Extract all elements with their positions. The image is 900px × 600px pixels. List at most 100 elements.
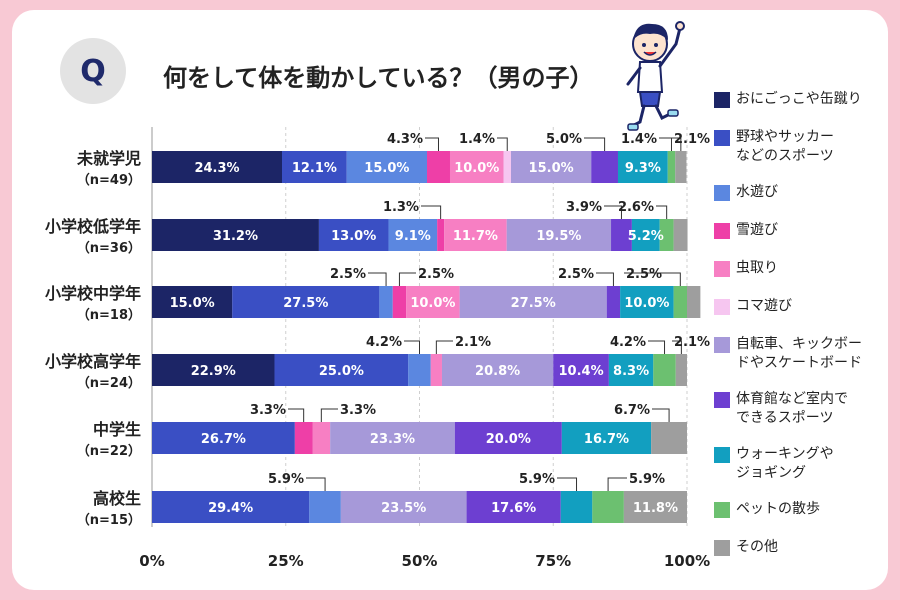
bar-segment xyxy=(651,422,687,454)
data-label: 29.4% xyxy=(208,501,253,516)
data-label: 19.5% xyxy=(536,229,581,244)
data-label: 10.0% xyxy=(454,161,499,176)
bar-segment xyxy=(659,219,674,251)
data-label: 6.7% xyxy=(614,403,650,418)
bar-segment xyxy=(591,151,618,183)
leader-line xyxy=(672,137,682,151)
bar-segment xyxy=(631,219,660,251)
data-label: 5.9% xyxy=(629,472,665,487)
data-label: 20.0% xyxy=(486,432,531,447)
data-label: 11.7% xyxy=(453,229,498,244)
data-label: 1.3% xyxy=(383,200,419,215)
bar-segment xyxy=(503,151,511,183)
data-label: 2.1% xyxy=(674,132,710,147)
leader-line xyxy=(497,137,508,151)
legend-label: 虫取り xyxy=(736,260,778,276)
category-label: 小学校高学年 xyxy=(45,352,141,371)
data-label: 20.8% xyxy=(475,364,520,379)
leader-line xyxy=(398,272,416,286)
category-label: 小学校低学年 xyxy=(45,217,141,236)
leader-line xyxy=(672,340,682,354)
data-label: 2.5% xyxy=(626,267,662,282)
legend-swatch xyxy=(714,540,730,556)
leader-line xyxy=(288,408,305,422)
data-label: 23.5% xyxy=(381,501,426,516)
legend-item: 野球やサッカー などのスポーツ xyxy=(714,128,894,166)
leader-line xyxy=(435,340,453,354)
bar-segment xyxy=(675,354,687,386)
bar-segment xyxy=(437,219,445,251)
bar-segment xyxy=(330,422,455,454)
legend-swatch xyxy=(714,92,730,108)
bar-segment xyxy=(454,422,562,454)
legend-swatch xyxy=(714,185,730,201)
legend-item: おにごっこや缶蹴り xyxy=(714,90,894,109)
data-label: 27.5% xyxy=(511,296,556,311)
legend-swatch xyxy=(714,130,730,146)
bar-segment xyxy=(152,422,295,454)
x-tick-label: 50% xyxy=(402,552,438,570)
data-label: 31.2% xyxy=(213,229,258,244)
bar-segment xyxy=(312,422,331,454)
data-label: 5.2% xyxy=(628,229,664,244)
data-label: 9.1% xyxy=(395,229,431,244)
data-label: 3.3% xyxy=(250,403,286,418)
x-tick-label: 100% xyxy=(664,552,710,570)
legend-label: 体育館など室内で できるスポーツ xyxy=(736,391,848,426)
leader-line xyxy=(557,477,578,491)
bar-segment xyxy=(340,491,467,523)
leader-line xyxy=(656,205,668,219)
legend-label: 雪遊び xyxy=(736,222,778,238)
data-label: 9.3% xyxy=(625,161,661,176)
bar-segment xyxy=(379,286,393,318)
data-label: 15.0% xyxy=(364,161,409,176)
legend-item: 水遊び xyxy=(714,183,894,202)
category-label: 高校生 xyxy=(93,489,141,508)
bar-segment xyxy=(282,151,347,183)
data-label: 15.0% xyxy=(529,161,574,176)
leader-line xyxy=(652,408,670,422)
legend-item: ウォーキングや ジョギング xyxy=(714,445,894,483)
leader-line xyxy=(320,408,338,422)
data-label: 2.6% xyxy=(618,200,654,215)
legend-label: コマ遊び xyxy=(736,298,792,314)
bar-segment xyxy=(592,491,624,523)
data-label: 8.3% xyxy=(613,364,649,379)
data-label: 26.7% xyxy=(201,432,246,447)
data-label: 11.8% xyxy=(633,501,678,516)
data-label: 10.0% xyxy=(410,296,455,311)
data-label: 16.7% xyxy=(584,432,629,447)
data-label: 17.6% xyxy=(491,501,536,516)
legend: おにごっこや缶蹴り野球やサッカー などのスポーツ水遊び雪遊び虫取りコマ遊び自転車… xyxy=(714,90,894,576)
leader-line xyxy=(624,272,681,286)
category-n-label: （n=18） xyxy=(77,307,141,323)
bar-segment xyxy=(561,422,652,454)
bar-segment xyxy=(608,354,654,386)
category-label: 小学校中学年 xyxy=(45,284,141,303)
bar-segment xyxy=(392,286,407,318)
leader-line xyxy=(659,137,672,151)
data-label: 2.5% xyxy=(418,267,454,282)
bar-segment xyxy=(466,491,561,523)
bar-segment xyxy=(274,354,409,386)
legend-swatch xyxy=(714,299,730,315)
leader-line xyxy=(648,340,666,354)
boy-illustration xyxy=(626,21,685,131)
chart-title: 何をして体を動かしている？（男の子） xyxy=(163,64,594,92)
bar-segment xyxy=(406,286,460,318)
data-label: 25.0% xyxy=(319,364,364,379)
legend-item: 自転車、キックボー ドやスケートボード xyxy=(714,335,894,373)
category-label: 未就学児 xyxy=(76,149,141,168)
category-n-label: （n=36） xyxy=(77,240,141,256)
data-label: 15.0% xyxy=(170,296,215,311)
legend-label: 水遊び xyxy=(736,184,778,200)
data-label: 23.3% xyxy=(370,432,415,447)
data-label: 5.9% xyxy=(268,472,304,487)
bar-segment xyxy=(444,219,507,251)
leader-line xyxy=(368,272,387,286)
bar-segment xyxy=(617,151,668,183)
bar-segment xyxy=(152,219,319,251)
data-label: 27.5% xyxy=(283,296,328,311)
bar-segment xyxy=(449,151,504,183)
bar-segment xyxy=(611,219,632,251)
